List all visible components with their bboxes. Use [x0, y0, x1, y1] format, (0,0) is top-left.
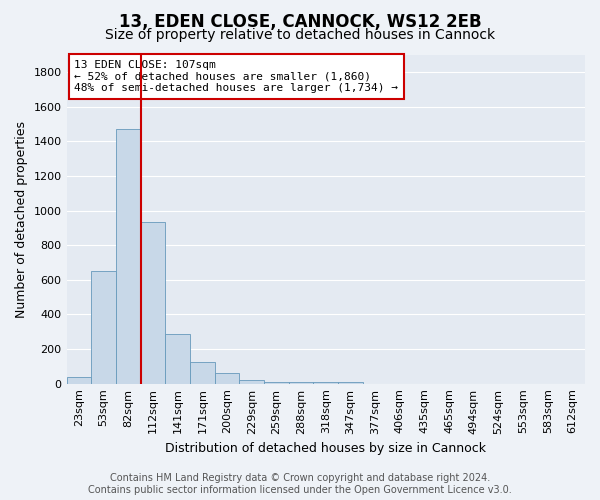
Bar [91, 271, 116, 384]
Text: Size of property relative to detached houses in Cannock: Size of property relative to detached ho… [105, 28, 495, 42]
Bar [239, 380, 264, 384]
Bar [116, 128, 140, 384]
Bar [140, 222, 165, 384]
Bar [215, 373, 239, 384]
Text: 13, EDEN CLOSE, CANNOCK, WS12 2EB: 13, EDEN CLOSE, CANNOCK, WS12 2EB [119, 12, 481, 30]
Bar [264, 382, 289, 384]
Bar [190, 362, 215, 384]
Bar [165, 334, 190, 384]
Bar [313, 382, 338, 384]
Bar [338, 382, 363, 384]
Bar [67, 377, 91, 384]
X-axis label: Distribution of detached houses by size in Cannock: Distribution of detached houses by size … [165, 442, 486, 455]
Y-axis label: Number of detached properties: Number of detached properties [15, 121, 28, 318]
Text: 13 EDEN CLOSE: 107sqm
← 52% of detached houses are smaller (1,860)
48% of semi-d: 13 EDEN CLOSE: 107sqm ← 52% of detached … [74, 60, 398, 93]
Text: Contains HM Land Registry data © Crown copyright and database right 2024.
Contai: Contains HM Land Registry data © Crown c… [88, 474, 512, 495]
Bar [289, 382, 313, 384]
